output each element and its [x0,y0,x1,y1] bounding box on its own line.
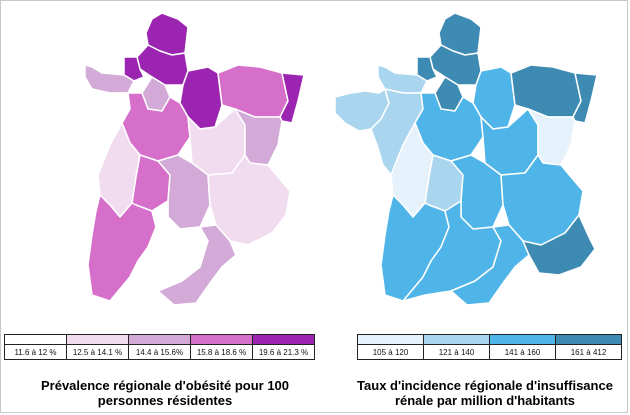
renal-map-caption: Taux d'incidence régionale d'insuffisanc… [340,378,630,408]
legend-label: 14.4 à 15.6% [135,347,184,357]
legend-item: 12.5 à 14.1 % [67,335,129,359]
legend-label: 141 à 160 [504,347,541,357]
caption-line: Taux d'incidence régionale d'insuffisanc… [357,378,613,393]
region-alsace[interactable] [572,72,598,124]
region-franche-comte[interactable] [234,108,283,166]
obesity-prevalence-map [41,12,305,306]
legend-label: 105 à 120 [372,347,409,357]
legend-item: 14.4 à 15.6% [129,335,191,359]
legend-swatch [253,335,314,345]
renal-legend: 105 à 120 121 à 140 141 à 160 161 à 412 [357,334,622,360]
obesity-map-caption: Prévalence régionale d'obésité pour 100 … [15,378,315,408]
legend-label: 19.6 à 21.3 % [258,347,309,357]
legend-label: 11.6 à 12 % [14,347,57,357]
legend-label: 12.5 à 14.1 % [72,347,123,357]
region-paca[interactable] [229,214,303,276]
legend-swatch [490,335,555,345]
legend-swatch [424,335,489,345]
legend-item: 161 à 412 [556,335,621,359]
legend-label: 15.8 à 18.6 % [196,347,247,357]
region-paca[interactable] [522,214,596,276]
region-basse-normandie[interactable] [84,64,135,94]
legend-item: 19.6 à 21.3 % [253,335,314,359]
caption-line: rénale par million d'habitants [394,393,576,408]
region-basse-normandie[interactable] [377,64,428,94]
renal-incidence-map [334,12,598,306]
region-lorraine[interactable] [510,64,582,118]
legend-label: 121 à 140 [438,347,475,357]
caption-line: Prévalence régionale d'obésité pour 100 [40,378,290,393]
legend-swatch [556,335,621,345]
region-franche-comte[interactable] [527,108,576,166]
legend-item: 141 à 160 [490,335,556,359]
caption-line: personnes résidentes [97,393,233,408]
legend-item: 105 à 120 [358,335,424,359]
legend-item: 121 à 140 [424,335,490,359]
legend-item: 11.6 à 12 % [5,335,67,359]
region-lorraine[interactable] [217,64,289,118]
legend-item: 15.8 à 18.6 % [191,335,253,359]
legend-swatch [358,335,423,345]
region-alsace[interactable] [279,72,305,124]
obesity-legend: 11.6 à 12 % 12.5 à 14.1 % 14.4 à 15.6% 1… [4,334,315,360]
legend-swatch [67,335,128,345]
legend-swatch [5,335,66,345]
legend-label: 161 à 412 [570,347,607,357]
legend-swatch [129,335,190,345]
legend-swatch [191,335,252,345]
